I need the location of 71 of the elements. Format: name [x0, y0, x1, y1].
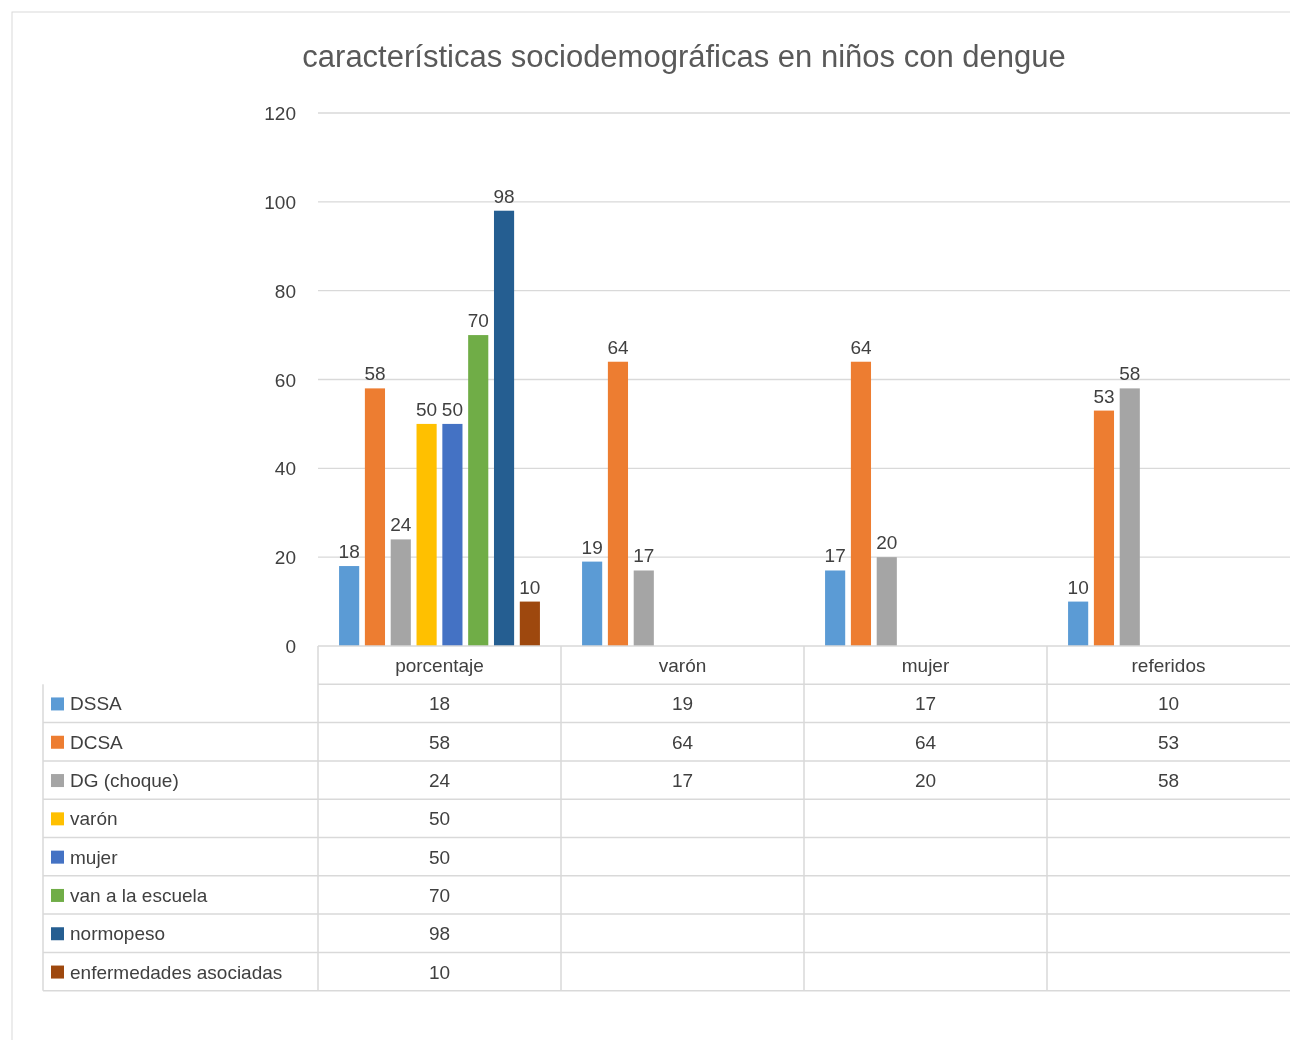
- annotation: 58: [364, 363, 386, 385]
- bar: [1119, 388, 1140, 646]
- data-label: 18: [428, 693, 451, 715]
- legend-label: enfermedades asociadas: [70, 961, 283, 983]
- data-label: 19: [671, 693, 694, 715]
- bar: [876, 557, 897, 646]
- bar: [493, 210, 515, 646]
- bar: [364, 388, 386, 646]
- data-label: 58: [428, 731, 451, 753]
- bar: [468, 335, 489, 646]
- annotation: 20: [876, 532, 898, 554]
- legend-label: DCSA: [70, 731, 124, 753]
- data-label: 50: [416, 398, 438, 420]
- text: 50: [428, 846, 451, 868]
- bar: [390, 539, 411, 646]
- annotation: 58: [1119, 363, 1141, 385]
- annotation: 64: [607, 336, 629, 358]
- y-tick-label: 100: [264, 191, 296, 213]
- bar: [339, 566, 360, 646]
- data-label: 10: [1157, 693, 1180, 715]
- legend-label: DG (choque): [70, 770, 179, 792]
- annotation: 19: [581, 536, 603, 558]
- y-tick-label: 0: [285, 636, 296, 657]
- data-label: 64: [914, 731, 937, 753]
- data-label: 17: [914, 693, 937, 715]
- annotation: 24: [390, 514, 412, 536]
- text: 50: [428, 808, 451, 830]
- bar: [1068, 601, 1089, 646]
- text: 98: [428, 923, 451, 945]
- legend-label: mujer: [70, 846, 119, 868]
- data-label: 20: [914, 770, 937, 792]
- legend-label: normopeso: [70, 923, 166, 945]
- data-label: 53: [1157, 731, 1180, 753]
- bar: [825, 570, 846, 646]
- x-tick-label: porcentaje: [395, 655, 484, 677]
- bar: [607, 361, 629, 646]
- x-tick-label: mujer: [901, 655, 950, 677]
- bar: [633, 570, 654, 646]
- annotation: 10: [1067, 576, 1089, 598]
- data-label: 10: [519, 576, 541, 598]
- y-tick-label: 120: [264, 103, 296, 124]
- bar: [519, 601, 540, 646]
- legend-label: van a la escuela: [70, 884, 208, 906]
- bar: [582, 561, 603, 646]
- annotation: 17: [824, 545, 846, 567]
- text: 70: [428, 884, 451, 906]
- chart-title: características sociodemográficas en niños con dengue: [302, 39, 1066, 74]
- y-tick-label: 80: [274, 280, 296, 302]
- bar: [416, 423, 437, 646]
- bar: [850, 361, 872, 646]
- annotation: 17: [633, 545, 655, 567]
- data-label: 50: [441, 398, 463, 420]
- annotation: 18: [338, 541, 360, 563]
- y-tick-label: 20: [274, 547, 296, 569]
- data-label: 70: [467, 310, 489, 332]
- data-label: 98: [493, 185, 515, 207]
- data-label: 17: [671, 770, 694, 792]
- annotation: 53: [1093, 385, 1115, 407]
- data-label: 58: [1157, 770, 1180, 792]
- x-tick-label: referidos: [1131, 655, 1206, 677]
- bar: [442, 423, 463, 646]
- y-tick-label: 60: [274, 369, 296, 391]
- x-tick-label: varón: [658, 655, 707, 677]
- y-tick-label: 40: [274, 458, 296, 480]
- data-label: 24: [428, 770, 451, 792]
- legend-label: varón: [70, 808, 118, 830]
- legend-label: DSSA: [70, 693, 123, 715]
- data-label: 64: [671, 731, 694, 753]
- annotation: 64: [850, 336, 872, 358]
- text: 10: [428, 961, 451, 983]
- bar: [1093, 410, 1115, 646]
